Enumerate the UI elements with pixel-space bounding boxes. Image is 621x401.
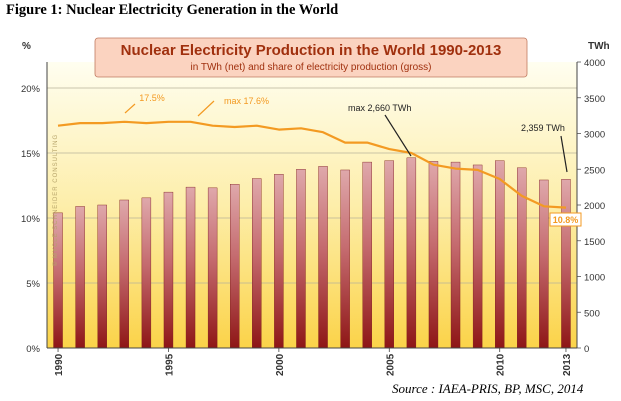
annotations: 17.5% max 17.6% max 2,660 TWh 2,359 TWh … [124, 93, 582, 227]
annotation-2013-twh-arrow [560, 135, 568, 173]
bar [406, 157, 417, 349]
bar [318, 166, 328, 349]
annotation-2013-share-box [549, 212, 582, 227]
right-tick-label: 3500 [584, 94, 605, 105]
right-tick-label: 2000 [584, 201, 605, 212]
x-tick-label: 2005 [385, 353, 396, 376]
right-tick-label: 500 [584, 308, 600, 319]
watermark: © MYCLE SCHNEIDER CONSULTING [52, 134, 59, 266]
bar [119, 199, 129, 349]
annotation-17-5-arrow [124, 103, 136, 114]
bar [230, 184, 240, 349]
chart-title-box [94, 37, 528, 78]
left-tick-label: 10% [21, 214, 41, 225]
right-tick-label: 2500 [584, 165, 605, 176]
x-tick-label: 2013 [562, 353, 573, 376]
bar [141, 197, 152, 349]
bar [340, 169, 350, 349]
bar [207, 187, 218, 349]
x-tick-label: 1995 [165, 353, 176, 376]
right-tick-label: 4000 [584, 58, 605, 69]
left-tick-label: 15% [21, 149, 41, 160]
x-tick-label: 2010 [496, 353, 507, 376]
right-tick-label: 3000 [584, 130, 605, 141]
figure-title: Figure 1: Nuclear Electricity Generation… [6, 2, 339, 18]
bar [185, 186, 196, 349]
axes: 0% 5% 10% 15% 20% 0 500 1000 1500 2000 2500 3000 350… [21, 58, 605, 376]
right-tick-label: 1000 [584, 273, 605, 284]
bar [163, 191, 174, 349]
right-axis-label: TWh [588, 41, 610, 52]
plot-background [47, 62, 577, 348]
bar [472, 164, 483, 349]
annotation-max-twh-arrow [384, 114, 412, 157]
chart-title: Nuclear Electricity Production in the Wo… [121, 42, 502, 59]
annotation-17-5: 17.5% [139, 93, 165, 103]
bar [97, 204, 107, 349]
bar [450, 161, 461, 349]
bar [75, 206, 85, 349]
bar [561, 179, 571, 349]
left-tick-label: 5% [26, 279, 40, 290]
right-tick-label: 0 [584, 344, 589, 355]
bar [495, 160, 505, 349]
left-axis-label: % [22, 41, 31, 52]
left-tick-label: 0% [26, 344, 40, 355]
bar [362, 161, 372, 349]
annotation-max-share-arrow [197, 100, 215, 117]
bar [428, 161, 439, 349]
left-tick-label: 20% [21, 84, 41, 95]
annotation-2013-twh: 2,359 TWh [521, 123, 565, 133]
x-tick-label: 2000 [275, 353, 286, 376]
bar [274, 174, 284, 349]
bar [384, 160, 394, 349]
bar [252, 178, 262, 349]
source-note: Source : IAEA-PRIS, BP, MSC, 2014 [392, 381, 584, 396]
annotation-max-share: max 17.6% [224, 96, 269, 106]
annotation-2013-share: 10.8% [553, 215, 579, 225]
share-line-path [57, 120, 567, 209]
annotation-max-twh: max 2,660 TWh [348, 103, 411, 113]
share-line [57, 120, 567, 209]
chart-subtitle: in TWh (net) and share of electricity pr… [190, 62, 431, 73]
x-tick-label: 1990 [54, 353, 65, 376]
bar [296, 169, 306, 349]
right-tick-label: 1500 [584, 237, 605, 248]
